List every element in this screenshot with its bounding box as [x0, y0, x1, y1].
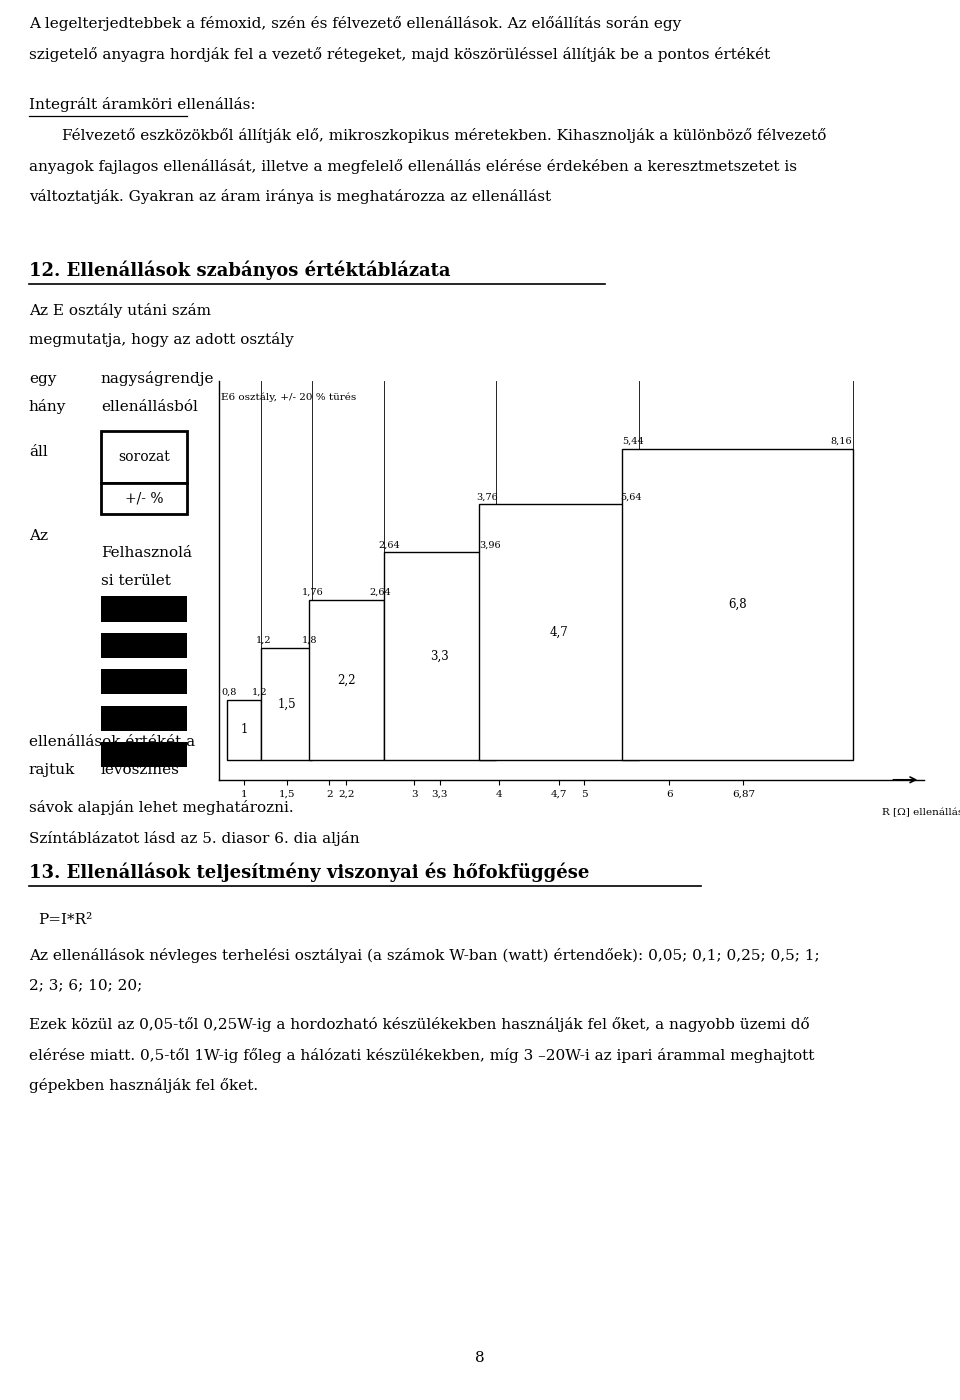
Text: hány: hány	[29, 399, 66, 414]
Text: 2,64: 2,64	[370, 588, 391, 596]
Text: lévőszínes: lévőszínes	[101, 763, 180, 777]
Text: +/- %: +/- %	[125, 491, 163, 505]
Text: Ezek közül az 0,05-től 0,25W-ig a hordozható készülékekben használják fel őket, : Ezek közül az 0,05-től 0,25W-ig a hordoz…	[29, 1016, 809, 1032]
Text: P=I*R²: P=I*R²	[38, 913, 93, 927]
Text: anyagok fajlagos ellenállását, illetve a megfelelő ellenállás elérése érdekében : anyagok fajlagos ellenállását, illetve a…	[29, 158, 797, 174]
Text: 1,2: 1,2	[252, 687, 268, 697]
Text: Az: Az	[29, 529, 48, 543]
Text: 1: 1	[241, 724, 248, 736]
Bar	[101, 669, 187, 694]
Text: 3,96: 3,96	[480, 540, 501, 549]
Text: 5,44: 5,44	[622, 437, 644, 445]
Text: egy: egy	[29, 372, 57, 386]
Bar	[384, 553, 496, 760]
Text: 2,64: 2,64	[378, 540, 400, 549]
Text: 8,16: 8,16	[830, 437, 852, 445]
Text: 12. Ellenállások szabányos értéktáblázata: 12. Ellenállások szabányos értéktáblázat…	[29, 260, 450, 280]
Text: gépekben használják fel őket.: gépekben használják fel őket.	[29, 1078, 258, 1093]
Text: Félvezető eszközökből állítják elő, mikroszkopikus méretekben. Kihasznolják a kü: Félvezető eszközökből állítják elő, mikr…	[62, 127, 827, 143]
Text: megmutatja, hogy az adott osztály: megmutatja, hogy az adott osztály	[29, 332, 294, 347]
Text: változtatják. Gyakran az áram iránya is meghatározza az ellenállást: változtatják. Gyakran az áram iránya is …	[29, 189, 551, 204]
Text: Az ellenállások névleges terhelési osztályai (a számok W-ban (watt) értendőek): : Az ellenállások névleges terhelési osztá…	[29, 948, 820, 963]
Text: 1,8: 1,8	[302, 636, 318, 645]
Bar	[622, 448, 853, 760]
Text: elérése miatt. 0,5-től 1W-ig főleg a hálózati készülékekben, míg 3 –20W-i az ipa: elérése miatt. 0,5-től 1W-ig főleg a hál…	[29, 1047, 814, 1063]
Text: szigetelő anyagra hordják fel a vezető rétegeket, majd köszörüléssel állítják be: szigetelő anyagra hordják fel a vezető r…	[29, 46, 770, 62]
Text: Színtáblázatot lásd az 5. diasor 6. dia alján: Színtáblázatot lásd az 5. diasor 6. dia …	[29, 830, 359, 846]
Text: E6 osztály, +/- 20 % türés: E6 osztály, +/- 20 % türés	[221, 393, 356, 402]
Text: 5,64: 5,64	[620, 493, 641, 501]
Text: 6,8: 6,8	[728, 598, 747, 610]
Text: 13. Ellenállások teljesítmény viszonyai és hőfokfüggése: 13. Ellenállások teljesítmény viszonyai …	[29, 862, 589, 882]
Bar	[309, 601, 384, 760]
Bar	[101, 706, 187, 731]
Text: 8: 8	[475, 1351, 485, 1365]
Bar	[101, 742, 187, 767]
Text: Felhasznolá: Felhasznolá	[101, 546, 192, 560]
Text: sorozat: sorozat	[118, 451, 170, 465]
Text: 1,5: 1,5	[277, 697, 297, 710]
Bar	[479, 504, 638, 760]
Text: sávok alapján lehet meghatározni.: sávok alapján lehet meghatározni.	[29, 799, 294, 815]
Bar	[101, 483, 187, 514]
Text: R [Ω] ellenállás: R [Ω] ellenállás	[882, 808, 960, 818]
Text: ellenállásból: ellenállásból	[101, 400, 198, 414]
Bar	[101, 633, 187, 658]
Bar	[101, 596, 187, 622]
Text: 2; 3; 6; 10; 20;: 2; 3; 6; 10; 20;	[29, 979, 142, 993]
Text: áll: áll	[29, 445, 48, 459]
Text: ellenállások értékét a: ellenállások értékét a	[29, 735, 195, 749]
Text: 2,2: 2,2	[337, 673, 355, 686]
Text: 1,2: 1,2	[256, 636, 272, 645]
Text: Az E osztály utáni szám: Az E osztály utáni szám	[29, 302, 211, 318]
Text: si terület: si terület	[101, 574, 171, 588]
Text: 3,76: 3,76	[476, 493, 498, 501]
Text: 1,76: 1,76	[301, 588, 324, 596]
Text: Integrált áramköri ellenállás:: Integrált áramköri ellenállás:	[29, 97, 255, 112]
Text: nagyságrendje: nagyságrendje	[101, 371, 214, 386]
Text: 3,3: 3,3	[430, 650, 449, 662]
Text: 4,7: 4,7	[549, 626, 568, 638]
Text: A legelterjedtebbek a fémoxid, szén és félvezető ellenállások. Az előállítás sor: A legelterjedtebbek a fémoxid, szén és f…	[29, 15, 681, 31]
Text: rajtuk: rajtuk	[29, 763, 75, 777]
Bar	[261, 648, 312, 760]
Bar	[101, 431, 187, 483]
Text: 0,8: 0,8	[222, 687, 237, 697]
Bar	[228, 700, 261, 760]
